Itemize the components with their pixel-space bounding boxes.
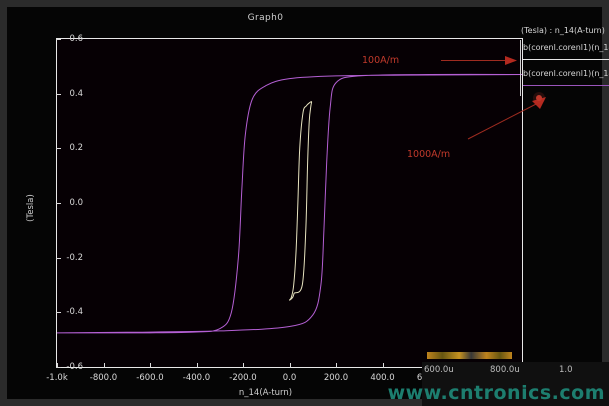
strip-item-0: 600.0u — [424, 365, 454, 375]
x-tick-label: 200.0 — [323, 373, 349, 383]
x-tick-mark — [57, 363, 58, 368]
x-axis-label: n_14(A-turn) — [238, 388, 293, 398]
annotation-100a-m: 100A/m — [362, 55, 400, 66]
legend-header: (Tesla) : n_14(A-turn) — [521, 26, 605, 35]
annotation-arrow-horizontal — [441, 60, 507, 61]
watermark: www.cntronics.com — [387, 382, 605, 404]
x-tick-label: -800.0 — [89, 373, 118, 383]
annotation-1000a-m: 1000A/m — [407, 149, 451, 160]
legend-swatch-line-1 — [523, 59, 609, 60]
y-tick-mark — [56, 39, 61, 40]
x-tick-mark — [243, 363, 244, 368]
x-tick-label: 0.0 — [282, 373, 297, 383]
plot-curves — [57, 73, 522, 334]
y-tick-label: 0.0 — [69, 198, 83, 208]
y-tick-label: 0.4 — [69, 88, 83, 99]
y-tick-mark — [56, 367, 61, 368]
strip-item-2: 1.0 — [559, 365, 573, 375]
hysteresis-curve — [289, 101, 313, 301]
y-tick-label: 0.2 — [69, 143, 83, 154]
bottom-status-strip: 600.0u 800.0u 1.0 www.cntronics.com — [388, 362, 609, 406]
legend-swatch-line-2 — [523, 85, 609, 86]
x-tick-mark — [103, 363, 105, 368]
plot-area — [56, 38, 523, 368]
legend-marker-dot — [533, 92, 545, 104]
y-tick-label: -0.2 — [66, 252, 83, 263]
y-tick-mark — [56, 312, 61, 314]
x-tick-label: 400.0 — [370, 373, 395, 383]
x-tick-label: -1.0k — [46, 373, 68, 383]
x-tick-mark — [289, 363, 291, 368]
y-tick-mark — [56, 203, 61, 204]
x-tick-mark — [336, 363, 337, 368]
chart-title: Graph0 — [247, 13, 284, 23]
annotation-arrow-diagonal — [467, 97, 546, 140]
y-tick-label: -0.4 — [66, 307, 83, 318]
y-tick-label: -0.6 — [66, 362, 83, 372]
y-tick-mark — [56, 148, 61, 150]
legend-entry-label-1[interactable]: b(corenl.corenl1)(n_14) — [523, 43, 609, 52]
legend-box: b(corenl.corenl1)(n_14) b(corenl.corenl1… — [520, 40, 609, 96]
hysteresis-curve — [57, 73, 522, 334]
x-tick-label: -600.0 — [136, 373, 164, 383]
x-tick-mark — [196, 363, 198, 368]
y-axis-label: (Tesla) — [26, 194, 36, 222]
y-tick-mark — [56, 257, 61, 259]
x-tick-mark — [150, 363, 151, 368]
y-tick-mark — [56, 93, 61, 95]
taskbar-artifact-band — [427, 352, 512, 359]
x-tick-label: -400.0 — [182, 373, 211, 383]
x-tick-label: -200.0 — [229, 373, 257, 383]
figure-canvas: Graph0 0.6 0.4 0.2 0.0 -0.2 -0.4 -0.6 (Tesla) … — [7, 7, 609, 399]
legend-entry-label-2[interactable]: b(corenl.corenl1)(n_14) — [523, 69, 609, 78]
x-tick-mark — [382, 363, 384, 368]
annotation-arrow-head-right — [505, 56, 517, 65]
y-tick-label: 0.6 — [69, 34, 83, 44]
strip-item-1: 800.0u — [490, 365, 520, 375]
